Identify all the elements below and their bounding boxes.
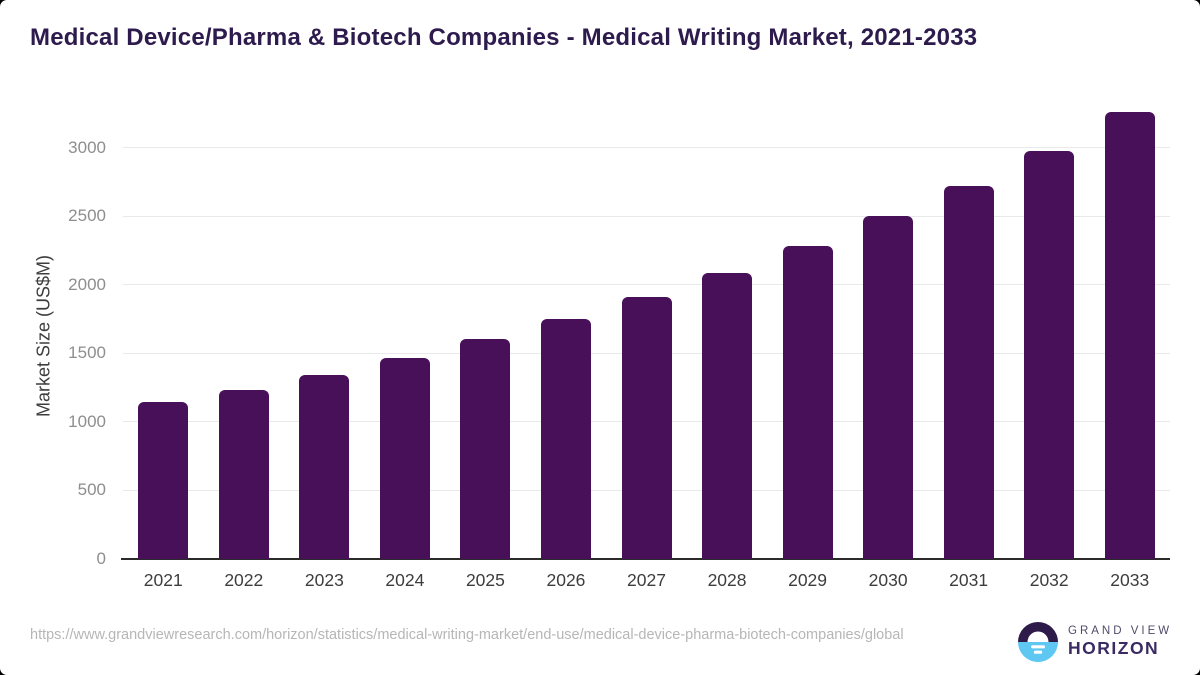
x-axis-line: [121, 558, 1170, 560]
y-tick-label: 2000: [68, 274, 106, 294]
gridline-y-3000: [123, 147, 1170, 149]
bar-2025: [460, 339, 511, 559]
x-tick-label-2028: 2028: [707, 570, 747, 590]
y-tick-label: 3000: [68, 137, 106, 157]
x-tick-label-2024: 2024: [385, 570, 425, 590]
gridline-y-2500: [123, 215, 1170, 217]
bar-2024: [379, 357, 430, 559]
bar-2021: [138, 402, 189, 559]
x-tick-label-2033: 2033: [1110, 570, 1150, 590]
grand-view-horizon-logo: GRAND VIEW HORIZON: [1018, 621, 1172, 663]
x-tick-label-2029: 2029: [788, 570, 828, 590]
x-tick-label-2021: 2021: [143, 570, 183, 590]
x-tick-label-2027: 2027: [627, 570, 666, 590]
brand-text: GRAND VIEW HORIZON: [1068, 625, 1172, 659]
x-tick-label-2025: 2025: [465, 570, 505, 590]
x-tick-label-2031: 2031: [949, 570, 989, 590]
x-tick-label-2022: 2022: [224, 570, 264, 590]
bar-2030: [863, 216, 914, 559]
brand-name-top: GRAND VIEW: [1068, 625, 1173, 637]
page-title: Medical Device/Pharma & Biotech Companie…: [30, 24, 978, 51]
bar-2031: [943, 186, 994, 559]
bar-2022: [218, 390, 269, 559]
brand-name-bottom: HORIZON: [1068, 638, 1160, 658]
bar-2028: [702, 272, 753, 559]
y-tick-label: 1000: [68, 411, 106, 431]
bar-2029: [782, 245, 833, 559]
horizon-sun-logo-icon: [1018, 622, 1058, 662]
x-tick-label-2030: 2030: [868, 570, 908, 590]
bar-2033: [1104, 112, 1155, 559]
bar-2026: [540, 319, 591, 559]
y-tick-label: 500: [77, 480, 106, 500]
y-tick-label: 2500: [68, 206, 106, 226]
x-tick-label-2026: 2026: [546, 570, 586, 590]
bar-2032: [1024, 150, 1075, 559]
gridline-y-2000: [123, 284, 1170, 286]
bar-2027: [621, 297, 672, 559]
y-tick-label: 0: [96, 549, 106, 568]
source-url: https://www.grandviewresearch.com/horizo…: [30, 627, 904, 643]
y-tick-label: 1500: [68, 343, 106, 363]
x-tick-label-2032: 2032: [1029, 570, 1069, 590]
x-tick-label-2023: 2023: [304, 570, 344, 590]
bar-2023: [299, 374, 350, 559]
